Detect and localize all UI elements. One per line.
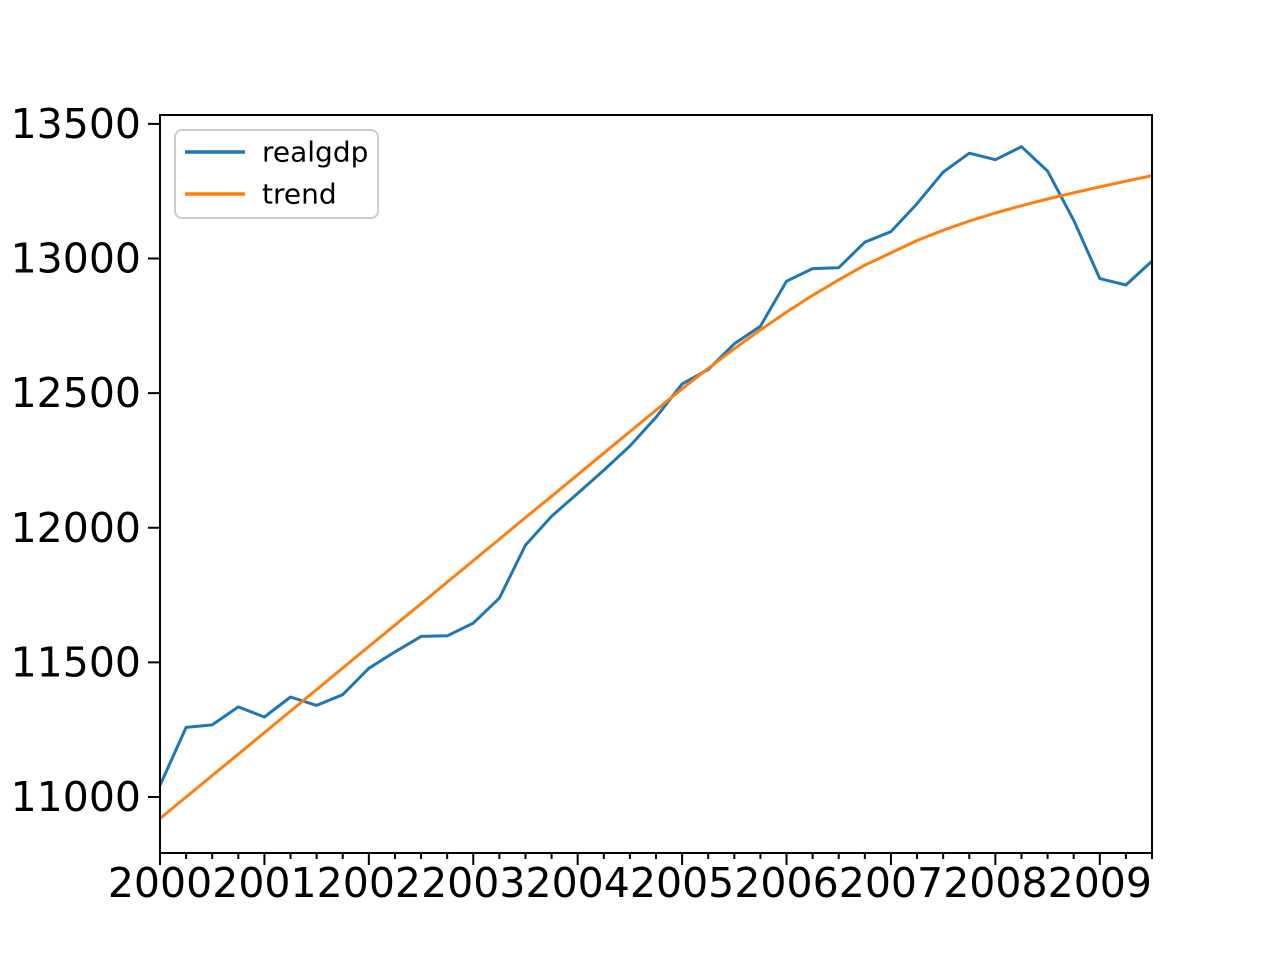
- y-tick-label: 11500: [11, 638, 141, 686]
- x-tick-label: 2002: [317, 859, 421, 907]
- y-tick-label: 12500: [11, 369, 141, 417]
- y-tick-label: 11000: [11, 773, 141, 821]
- x-tick-label: 2009: [1048, 859, 1152, 907]
- x-tick-label: 2005: [630, 859, 734, 907]
- y-axis-tick-labels: 11000 11500 12000 12500 13000 13500: [11, 100, 141, 821]
- x-tick-label: 2007: [839, 859, 943, 907]
- x-tick-label: 2006: [734, 859, 838, 907]
- y-tick-label: 13500: [11, 100, 141, 148]
- legend-label-realgdp: realgdp: [262, 136, 368, 169]
- legend-label-trend: trend: [262, 178, 337, 211]
- y-axis-ticks: [148, 122, 160, 798]
- x-tick-label: 2000: [108, 859, 212, 907]
- y-tick-label: 13000: [11, 235, 141, 283]
- x-tick-label: 2001: [212, 859, 316, 907]
- y-tick-label: 12000: [11, 504, 141, 552]
- legend: realgdp trend: [174, 129, 379, 219]
- x-axis-tick-labels: 2000 2001 2002 2003 2004 2005 2006 2007 2008 2009: [108, 859, 1152, 907]
- series-line-trend: [159, 174, 1153, 820]
- x-tick-label: 2008: [943, 859, 1047, 907]
- series-line-realgdp: [158, 145, 1154, 787]
- x-tick-label: 2003: [421, 859, 525, 907]
- x-tick-label: 2004: [526, 859, 630, 907]
- series-lines: [158, 145, 1154, 820]
- plot-frame: [159, 114, 1153, 854]
